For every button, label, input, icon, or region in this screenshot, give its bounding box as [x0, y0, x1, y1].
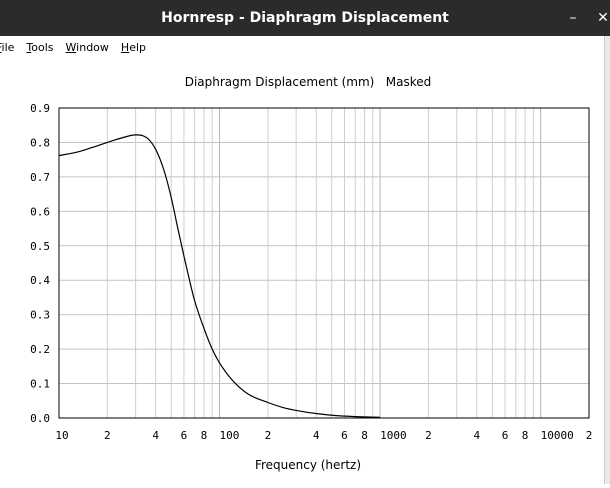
- y-tick-labels: 0.0 0.1 0.2 0.3 0.4 0.5 0.6 0.7 0.8 0.9: [30, 102, 50, 425]
- window-title: Hornresp - Diaphragm Displacement: [161, 10, 449, 26]
- menu-window[interactable]: Window: [66, 41, 109, 54]
- x-tick-label: 100: [220, 429, 240, 442]
- chart-title: Diaphragm Displacement (mm) Masked: [185, 75, 432, 89]
- grid: [58, 107, 590, 419]
- close-icon[interactable]: ✕: [597, 10, 609, 26]
- x-tick-label: 10: [55, 429, 68, 442]
- x-tick-label: 4: [313, 429, 320, 442]
- displacement-chart: Diaphragm Displacement (mm) Masked 0.00.…: [30, 75, 592, 472]
- x-tick-label: 6: [181, 429, 188, 442]
- x-axis-label: Frequency (hertz): [255, 458, 361, 472]
- menu-mnemonic: W: [65, 40, 77, 54]
- menu-mnemonic: F: [0, 41, 2, 54]
- menu-mnemonic: H: [120, 40, 130, 54]
- x-tick-label: 1000: [380, 429, 407, 442]
- displacement-line: [58, 134, 381, 418]
- x-tick-label: 2: [104, 429, 111, 442]
- x-tick-label: 8: [361, 429, 368, 442]
- x-tick-label: 6: [341, 429, 348, 442]
- chart-area: Diaphragm Displacement (mm) Masked 0.0 0.…: [0, 58, 610, 484]
- menu-label-rest: ile: [1, 40, 15, 54]
- x-tick-label: 2: [586, 429, 593, 442]
- menu-label-rest: elp: [129, 40, 147, 54]
- y-tick-label: 0.5: [30, 240, 50, 253]
- x-tick-label: 2: [265, 429, 272, 442]
- title-bar: Hornresp - Diaphragm Displacement – ✕: [0, 0, 610, 36]
- x-tick-label: 8: [522, 429, 529, 442]
- x-tick-label: 4: [473, 429, 480, 442]
- x-tick-label: 8: [201, 429, 208, 442]
- menu-label-rest: ools: [31, 40, 54, 54]
- menu-bar: File Tools Window Help: [0, 36, 610, 58]
- x-tick-label: 2: [425, 429, 432, 442]
- y-tick-label: 0.9: [30, 102, 50, 115]
- menu-file[interactable]: File: [0, 41, 14, 54]
- y-tick-label: 0.4: [30, 274, 50, 287]
- y-tick-label: 0.1: [30, 378, 50, 391]
- menu-tools[interactable]: Tools: [26, 41, 53, 54]
- y-tick-label: 0.2: [30, 343, 50, 356]
- y-tick-label: 0.8: [30, 136, 50, 149]
- menu-help[interactable]: Help: [121, 41, 146, 54]
- y-tick-label: 0.0: [30, 412, 50, 425]
- menu-label-rest: indow: [76, 40, 109, 54]
- y-tick-label: 0.7: [30, 171, 50, 184]
- plot-frame: [58, 107, 590, 419]
- x-tick-label: 10000: [541, 429, 574, 442]
- minimize-icon[interactable]: –: [569, 10, 577, 26]
- y-tick-label: 0.6: [30, 205, 50, 218]
- x-tick-label: 4: [152, 429, 159, 442]
- x-tick-labels: 10 2 4 6 8 100 2 4 6 8 1000 2 4 6 8 10000 2: [55, 429, 592, 442]
- x-tick-label: 6: [502, 429, 509, 442]
- window-edge: [604, 36, 610, 484]
- y-tick-label: 0.3: [30, 309, 50, 322]
- menu-mnemonic: T: [26, 40, 32, 54]
